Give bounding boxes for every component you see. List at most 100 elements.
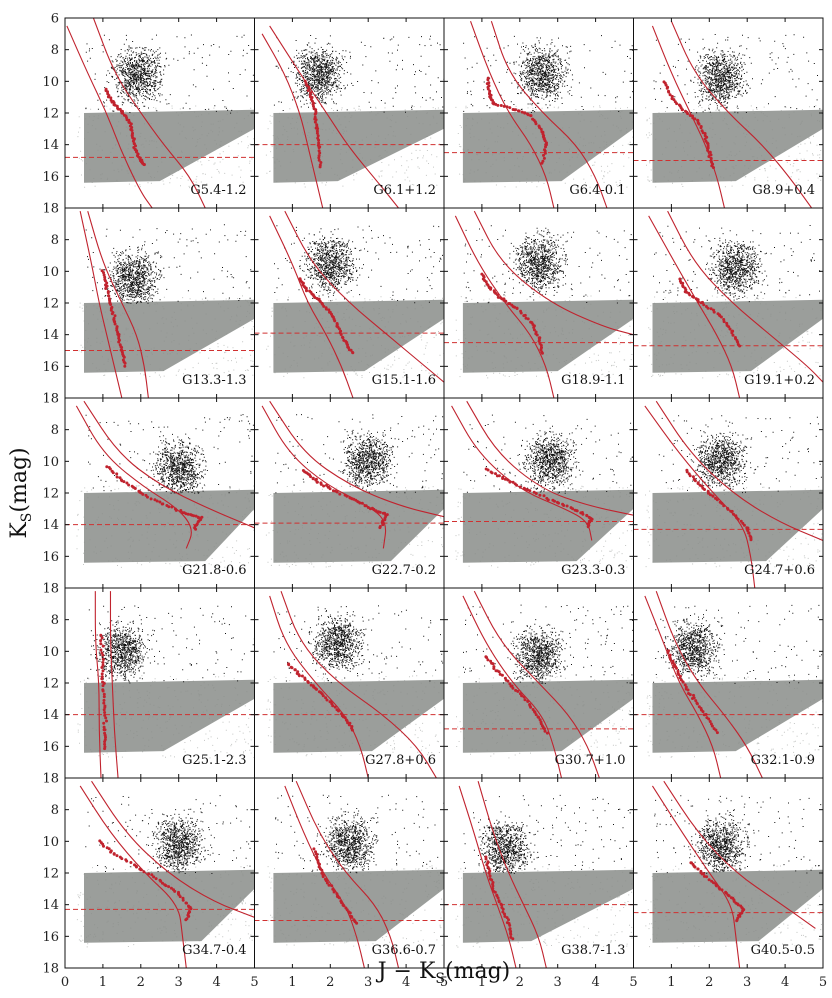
red-clump-point: [330, 884, 334, 888]
red-clump-point: [314, 118, 318, 122]
red-clump-point: [696, 482, 700, 485]
red-clump-point: [696, 867, 700, 871]
red-clump-point: [519, 311, 523, 315]
red-clump-point: [106, 95, 110, 99]
red-clump-point: [141, 492, 145, 496]
isochrone-right-curve: [284, 210, 444, 383]
red-clump-point: [485, 656, 489, 659]
red-clump-point: [727, 325, 731, 329]
red-clump-point: [538, 718, 542, 722]
x-tick-label: 0: [61, 975, 69, 990]
red-clump-point: [305, 84, 309, 87]
x-tick-label: 5: [440, 975, 448, 990]
tick-labels: 0 1 2 3 4 5 1 2 3 4 5 1 2 3 4 5 1 2 3 4 56810121416188101214…: [42, 12, 827, 991]
red-clump-point: [122, 355, 126, 359]
panel-title: G30.7+1.0: [555, 753, 626, 768]
red-clump-point: [374, 509, 378, 513]
red-clump-point: [125, 859, 129, 863]
red-clump-point: [742, 523, 746, 527]
red-clump-point: [701, 710, 705, 714]
red-clump-point: [100, 672, 104, 676]
isochrone-left-curve: [79, 211, 123, 398]
red-clump-point: [150, 873, 154, 877]
red-clump-point: [585, 514, 589, 518]
faint-star-population: [462, 869, 634, 943]
red-clump-point: [161, 881, 164, 885]
y-tick-label: 12: [42, 677, 59, 692]
isochrone-right-curve: [91, 780, 255, 918]
red-clump-point: [749, 538, 753, 542]
y-tick-label: 14: [42, 708, 59, 723]
red-clump-point: [340, 901, 344, 905]
red-clump-point: [722, 504, 726, 508]
bright-star-scatter: [654, 795, 823, 874]
red-clump-point: [325, 698, 329, 702]
bright-star-scatter: [658, 415, 822, 494]
red-clump-point: [535, 333, 539, 337]
red-clump-point: [331, 704, 335, 708]
panel-G15.1-1.6: G15.1-1.6: [254, 207, 445, 399]
faint-star-population: [462, 299, 634, 373]
red-clump-point: [181, 898, 185, 902]
red-clump-point: [102, 701, 106, 705]
red-clump-point: [523, 698, 527, 702]
isochrone-right-curve: [269, 400, 444, 518]
red-clump-point: [109, 303, 113, 306]
y-tick-label: 12: [42, 107, 59, 122]
red-clump-point: [496, 293, 500, 297]
red-clump-point: [106, 291, 110, 295]
red-clump-point: [129, 861, 133, 864]
x-tick-label: 4: [212, 975, 220, 990]
red-clump-point: [565, 504, 569, 508]
panel-title: G15.1-1.6: [372, 373, 436, 388]
red-clump-point: [313, 120, 317, 124]
red-clump-point: [297, 674, 301, 678]
y-tick-label: 8: [51, 233, 59, 248]
faint-star-population: [462, 109, 634, 183]
red-clump-point: [571, 507, 575, 511]
red-clump-point: [358, 501, 362, 505]
red-clump-point: [709, 153, 713, 157]
red-clump-point: [543, 729, 547, 733]
red-clump-point: [501, 477, 505, 480]
red-clump-point: [146, 495, 149, 499]
red-clump-point: [523, 111, 527, 115]
red-clump-point: [102, 721, 106, 725]
red-clump-point: [317, 158, 321, 162]
red-clump-point: [666, 651, 670, 655]
y-tick-label: 18: [42, 582, 59, 597]
red-clump-point: [511, 480, 515, 484]
y-tick-label: 8: [51, 803, 59, 818]
red-clump-point: [351, 351, 355, 355]
red-clump-point: [718, 887, 722, 891]
isochrone-left-curve: [454, 215, 555, 398]
red-clump-point: [325, 878, 328, 882]
y-tick-label: 14: [42, 898, 59, 913]
red-clump-point: [543, 149, 547, 153]
red-clump-point: [315, 129, 319, 133]
red-clump-point: [324, 307, 328, 311]
red-clump-point: [115, 854, 119, 858]
y-tick-label: 10: [42, 835, 59, 850]
red-clump-point: [680, 108, 684, 112]
isochrone-left-curve: [462, 595, 563, 778]
red-clump-point: [688, 293, 692, 297]
x-tick-label: 2: [516, 975, 524, 990]
red-clump-point: [694, 699, 698, 703]
red-clump-point: [728, 327, 732, 331]
red-clump-point: [669, 657, 672, 661]
red-clump-point: [485, 863, 489, 867]
red-clump-point: [337, 709, 340, 713]
red-clump-point: [491, 662, 495, 666]
red-clump-point: [122, 480, 126, 484]
faint-star-population: [462, 489, 634, 563]
x-tick-label: 4: [781, 975, 789, 990]
red-clump-point: [526, 317, 530, 321]
red-clump-point: [712, 881, 715, 885]
x-tick-label: 3: [175, 975, 183, 990]
red-clump-point: [702, 303, 706, 307]
red-clump-point: [497, 670, 501, 674]
red-clump-point: [529, 114, 533, 118]
red-clump-point: [747, 531, 751, 535]
red-clump-point: [712, 166, 715, 170]
